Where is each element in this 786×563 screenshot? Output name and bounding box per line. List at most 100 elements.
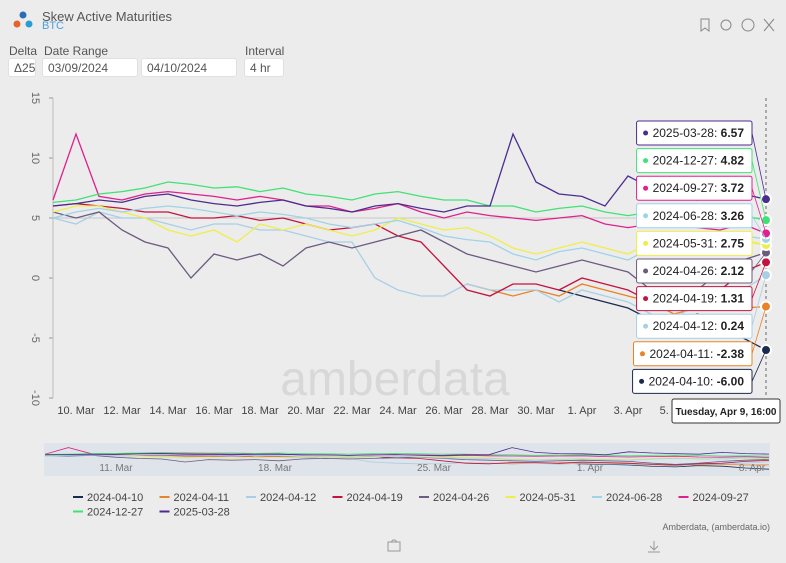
tooltip-value: 3.26 bbox=[721, 209, 745, 223]
tooltip-value: 6.57 bbox=[721, 126, 745, 140]
navigator[interactable] bbox=[44, 443, 770, 476]
tooltip-connector bbox=[751, 243, 767, 246]
date-range-label: Date Range bbox=[44, 44, 109, 58]
logo bbox=[13, 11, 33, 28]
legend-label[interactable]: 2024-04-19 bbox=[347, 492, 403, 504]
tooltip-connector bbox=[751, 275, 767, 327]
tooltip-row: 2025-03-28: 6.57 bbox=[636, 120, 767, 200]
tooltip-series-name: 2025-03-28 bbox=[653, 126, 715, 140]
tooltip-series-name: 2024-06-28 bbox=[653, 209, 715, 223]
tooltip-row: 2024-04-11: -2.38 bbox=[632, 306, 767, 367]
legend-label[interactable]: 2024-05-31 bbox=[520, 492, 576, 504]
x-tick-label: 16. Mar bbox=[195, 405, 233, 417]
legend-label[interactable]: 2025-03-28 bbox=[174, 507, 230, 519]
tooltip-row: 2024-12-27: 4.82 bbox=[636, 148, 767, 221]
tooltip-series-name: 2024-04-10 bbox=[649, 374, 711, 388]
tooltip-title-box bbox=[671, 398, 781, 424]
x-tick-label: 20. Mar bbox=[287, 405, 325, 417]
y-tick-label: 0 bbox=[29, 275, 41, 281]
tooltip-connector bbox=[751, 132, 767, 200]
toolbar-icons[interactable] bbox=[698, 17, 778, 33]
tooltip-value: 2.12 bbox=[721, 264, 745, 278]
tooltip-connector bbox=[751, 306, 767, 354]
tooltip-text: 2025-03-28: 6.57 bbox=[653, 126, 745, 140]
legend-label[interactable]: 2024-04-11 bbox=[174, 492, 229, 504]
y-tick-label: -10 bbox=[29, 390, 41, 406]
tooltip-dot bbox=[643, 323, 649, 329]
end-date-input[interactable]: 04/10/2024 bbox=[141, 58, 237, 77]
tooltip-row: 2024-04-19: 1.31 bbox=[636, 262, 767, 312]
legend-label[interactable]: 2024-12-27 bbox=[87, 507, 143, 519]
tooltip-dot bbox=[639, 378, 645, 384]
x-tick-label: 28. Mar bbox=[471, 405, 509, 417]
tooltip-text: 2024-09-27: 3.72 bbox=[653, 181, 745, 195]
tooltip-dot bbox=[643, 296, 649, 302]
tooltip-dot bbox=[643, 213, 649, 219]
camera-icon[interactable] bbox=[387, 539, 401, 552]
tooltip-series-name: 2024-04-11 bbox=[649, 347, 710, 361]
navigator-line bbox=[44, 454, 770, 467]
x-tick-label: 26. Mar bbox=[425, 405, 463, 417]
tooltip-row: 2024-05-31: 2.75 bbox=[636, 230, 767, 256]
tooltip-connector bbox=[751, 349, 767, 382]
tooltip-separator: : bbox=[714, 154, 721, 168]
tooltip-text: 2024-04-19: 1.31 bbox=[653, 292, 745, 306]
interval-label: Interval bbox=[245, 44, 285, 58]
tooltip-connector bbox=[751, 262, 767, 299]
navigator-label: 1. Apr bbox=[577, 463, 604, 474]
start-date-input[interactable]: 03/09/2024 bbox=[42, 58, 138, 77]
navigator-line bbox=[558, 462, 770, 470]
tooltip-text: 2024-12-27: 4.82 bbox=[653, 154, 745, 168]
legend-label[interactable]: 2024-04-12 bbox=[260, 492, 316, 504]
legend-label[interactable]: 2024-04-10 bbox=[87, 492, 143, 504]
tooltip-connector bbox=[751, 160, 767, 221]
series-line bbox=[52, 211, 767, 321]
subtitle: BTC bbox=[42, 20, 64, 32]
navigator-line bbox=[44, 454, 770, 465]
legend-label[interactable]: 2024-06-28 bbox=[606, 492, 662, 504]
tooltip-series-name: 2024-09-27 bbox=[653, 181, 715, 195]
tooltip-series-name: 2024-12-27 bbox=[653, 154, 715, 168]
y-tick-label: 10 bbox=[29, 152, 41, 164]
tooltip-separator: : bbox=[710, 374, 717, 388]
tooltip-value: 3.72 bbox=[721, 181, 745, 195]
tooltip-series-name: 2024-04-19 bbox=[653, 292, 715, 306]
tooltip-separator: : bbox=[714, 264, 721, 278]
navigator-line bbox=[465, 462, 770, 467]
tooltip-row: 2024-06-28: 3.26 bbox=[636, 203, 767, 240]
tooltip-dot bbox=[643, 130, 649, 136]
x-tick-label: 12. Mar bbox=[103, 405, 141, 417]
tooltip-value: -6.00 bbox=[717, 374, 745, 388]
delta-input[interactable]: Δ25 bbox=[8, 58, 36, 77]
tooltip-separator: : bbox=[714, 236, 721, 250]
navigator-line bbox=[44, 454, 770, 461]
tooltip-value: 0.24 bbox=[721, 319, 745, 333]
credit: Amberdata, (amberdata.io) bbox=[662, 522, 770, 532]
tooltip-row: 2024-09-27: 3.72 bbox=[636, 175, 767, 234]
tooltip-value: 2.75 bbox=[721, 236, 745, 250]
tooltip-series-name: 2024-04-12 bbox=[653, 319, 715, 333]
tooltip-text: 2024-04-11: -2.38 bbox=[649, 347, 744, 361]
legend-label[interactable]: 2024-04-26 bbox=[433, 492, 489, 504]
legend-label[interactable]: 2024-09-27 bbox=[693, 492, 749, 504]
tooltip-separator: : bbox=[710, 347, 717, 361]
tooltip-series-name: 2024-05-31 bbox=[653, 236, 715, 250]
navigator-line bbox=[44, 451, 770, 457]
x-tick-label: 3. Apr bbox=[614, 405, 643, 417]
tooltip-dot bbox=[643, 185, 649, 191]
tooltip-series-name: 2024-04-26 bbox=[653, 264, 715, 278]
tooltip-separator: : bbox=[714, 209, 721, 223]
navigator-label: 11. Mar bbox=[99, 463, 133, 474]
tooltip-separator: : bbox=[714, 126, 721, 140]
tooltip-row: 2024-04-26: 2.12 bbox=[636, 252, 767, 284]
tooltip-text: 2024-04-12: 0.24 bbox=[653, 319, 745, 333]
title: Skew Active Maturities bbox=[42, 9, 173, 24]
download-icon[interactable] bbox=[648, 541, 660, 553]
tooltip-title: Tuesday, Apr 9, 16:00 bbox=[676, 407, 777, 418]
tooltip-text: 2024-05-31: 2.75 bbox=[653, 236, 745, 250]
interval-input[interactable]: 4 hr bbox=[244, 58, 284, 77]
tooltip-connector bbox=[751, 252, 767, 272]
x-tick-label: 22. Mar bbox=[333, 405, 371, 417]
